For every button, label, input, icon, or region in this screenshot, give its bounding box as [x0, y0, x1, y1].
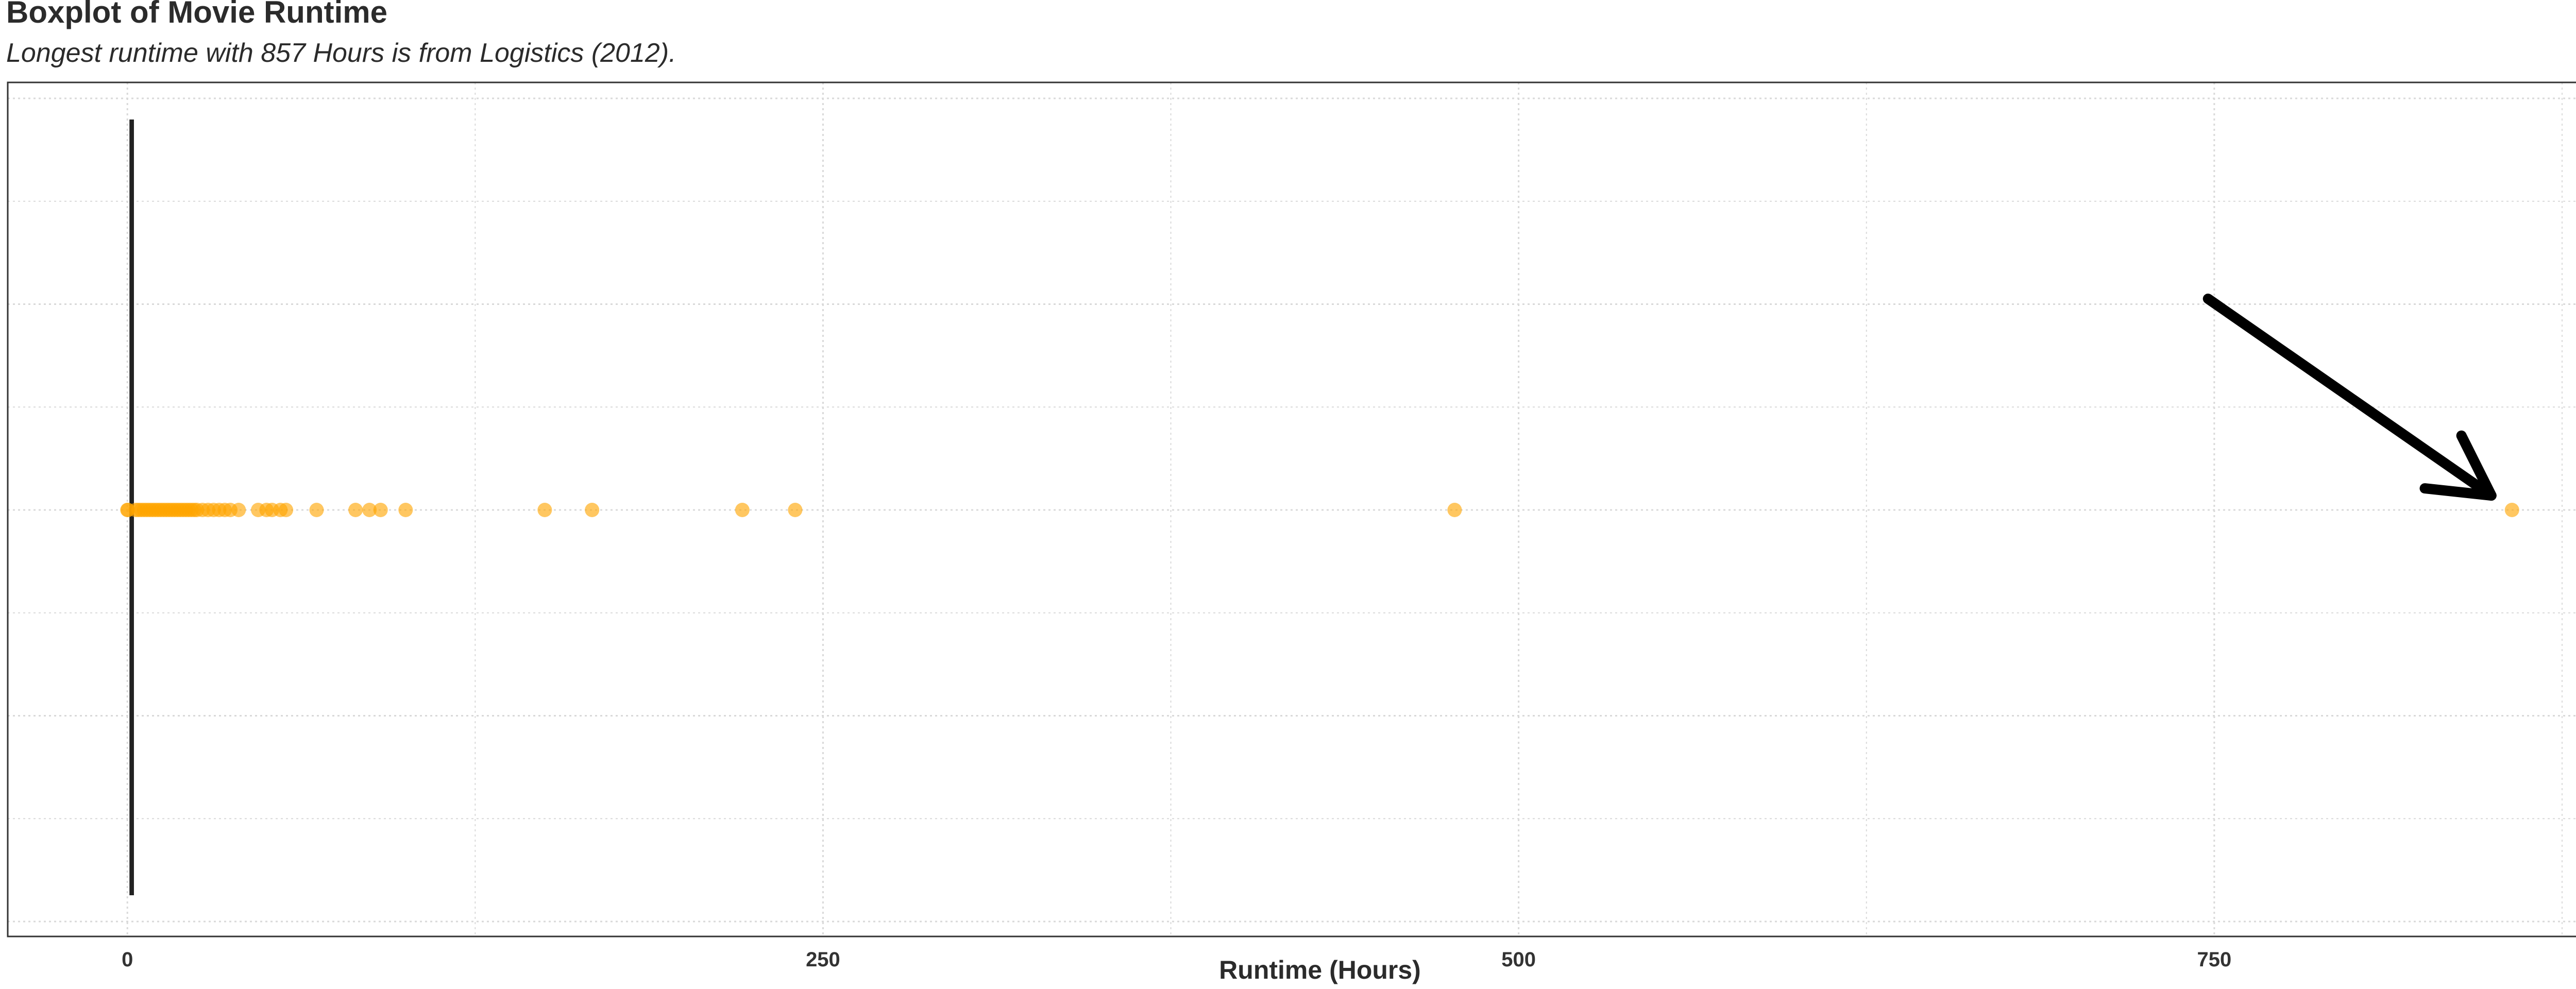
outlier-point: [373, 503, 388, 517]
plot-panel-border: [7, 81, 2576, 937]
minor-gridlines: [8, 82, 2576, 936]
outlier-point: [788, 503, 803, 517]
arrow-head: [2419, 430, 2497, 501]
chart-title: Boxplot of Movie Runtime: [6, 0, 387, 29]
outlier-point: [537, 503, 552, 517]
major-gridlines: [8, 82, 2576, 936]
x-axis-ticks: 0 250 500 750: [122, 948, 2231, 971]
outlier-point: [398, 503, 413, 517]
outlier-point: [735, 503, 750, 517]
outlier-point: [348, 503, 363, 517]
x-axis-title: Runtime (Hours): [1219, 956, 1421, 984]
outlier-point: [309, 503, 324, 517]
x-tick-label: 0: [122, 948, 133, 971]
x-tick-label: 500: [1501, 948, 1536, 971]
arrow-shaft: [2202, 294, 2497, 501]
chart-subtitle: Longest runtime with 857 Hours is from L…: [6, 38, 676, 68]
outlier-point: [585, 503, 600, 517]
outlier-point: [279, 503, 294, 517]
x-tick-label: 250: [806, 948, 840, 971]
outlier-point: [2504, 503, 2519, 517]
annotation-arrow: [2202, 294, 2497, 501]
x-tick-label: 750: [2197, 948, 2231, 971]
outlier-points: [120, 503, 2519, 517]
outlier-point: [362, 503, 377, 517]
outlier-point: [1447, 503, 1462, 517]
outlier-point: [231, 503, 246, 517]
